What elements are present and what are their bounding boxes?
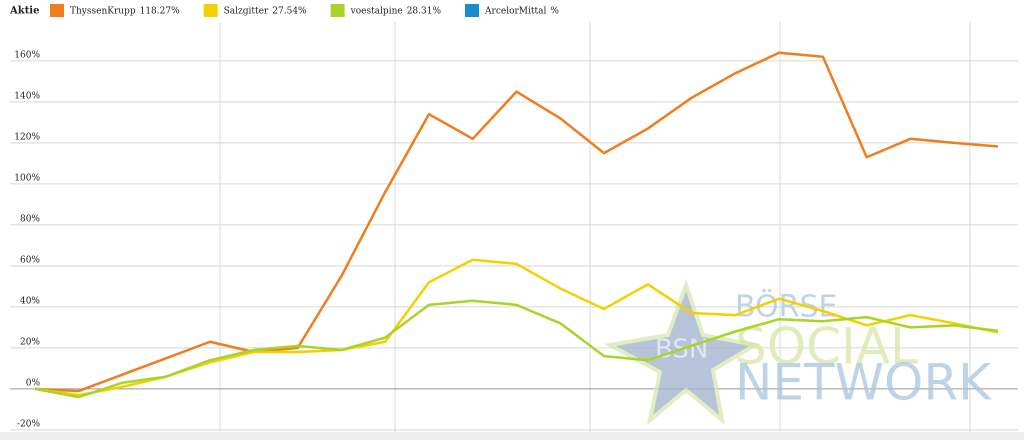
- line-series: [34, 258, 999, 397]
- legend-swatch: [203, 4, 218, 17]
- legend-value: 28.31%: [407, 7, 442, 17]
- legend-name: ArcelorMittal: [484, 7, 546, 17]
- legend-value: 118.27%: [140, 7, 180, 17]
- legend-name: voestalpine: [350, 7, 403, 17]
- y-tick-label: 100%: [14, 173, 40, 183]
- y-tick-label: 140%: [14, 91, 40, 101]
- legend-name: ThyssenKrupp: [70, 7, 136, 17]
- vertical-grid: [219, 22, 971, 432]
- legend-swatch: [465, 4, 480, 17]
- legend-value: 27.54%: [272, 7, 307, 17]
- legend-title: Aktie: [9, 6, 39, 17]
- legend-name: Salzgitter: [224, 7, 269, 17]
- star-logo: [603, 278, 761, 426]
- y-tick-label: 20%: [20, 337, 40, 347]
- watermark-text: SOCIAL: [735, 318, 918, 376]
- y-tick-label: 0%: [26, 378, 41, 388]
- line-series: [34, 51, 999, 393]
- line-series: [34, 299, 999, 399]
- y-tick-label: 60%: [20, 255, 40, 265]
- y-tick-label: 40%: [20, 296, 40, 306]
- y-tick-label: 80%: [20, 214, 40, 224]
- watermark: BSN BÖRSE SOCIAL NETWORK: [603, 278, 992, 426]
- legend-swatch: [330, 4, 345, 17]
- plot-footer: [0, 432, 1024, 440]
- watermark-text: NETWORK: [735, 354, 992, 412]
- legend-value: %: [550, 7, 559, 17]
- y-tick-label: 120%: [14, 132, 40, 142]
- legend-swatch: [50, 4, 64, 17]
- y-tick-label: -20%: [17, 419, 40, 429]
- y-tick-label: 160%: [14, 50, 40, 60]
